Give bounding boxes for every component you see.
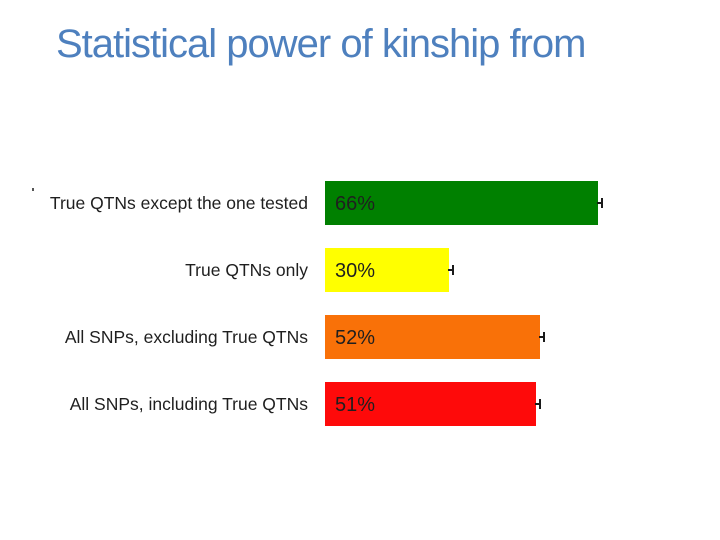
bar: 66% [325, 181, 598, 225]
chart-row: All SNPs, including True QTNs 51% [0, 382, 720, 426]
category-label: All SNPs, including True QTNs [69, 394, 308, 414]
bar-chart: True QTNs except the one tested 66% True Q… [0, 181, 720, 451]
error-bar [535, 382, 541, 426]
bar: 30% [325, 248, 449, 292]
bar-value-label: 52% [335, 327, 376, 349]
category-label: True QTNs except the one tested [49, 193, 308, 213]
bar-value-label: 66% [335, 193, 376, 215]
bar: 52% [325, 315, 540, 359]
error-bar [597, 181, 603, 225]
category-label: True QTNs only [185, 260, 308, 280]
slide-title: Statistical power of kinship from [56, 22, 586, 66]
error-bar [448, 248, 454, 292]
bar-value-label: 30% [335, 260, 376, 282]
error-bar [539, 315, 545, 359]
bar-value-label: 51% [335, 394, 376, 416]
bar: 51% [325, 382, 536, 426]
chart-row: True QTNs only 30% [0, 248, 720, 292]
stray-mark [32, 188, 34, 191]
category-label: All SNPs, excluding True QTNs [64, 327, 308, 347]
chart-row: All SNPs, excluding True QTNs 52% [0, 315, 720, 359]
chart-row: True QTNs except the one tested 66% [0, 181, 720, 225]
